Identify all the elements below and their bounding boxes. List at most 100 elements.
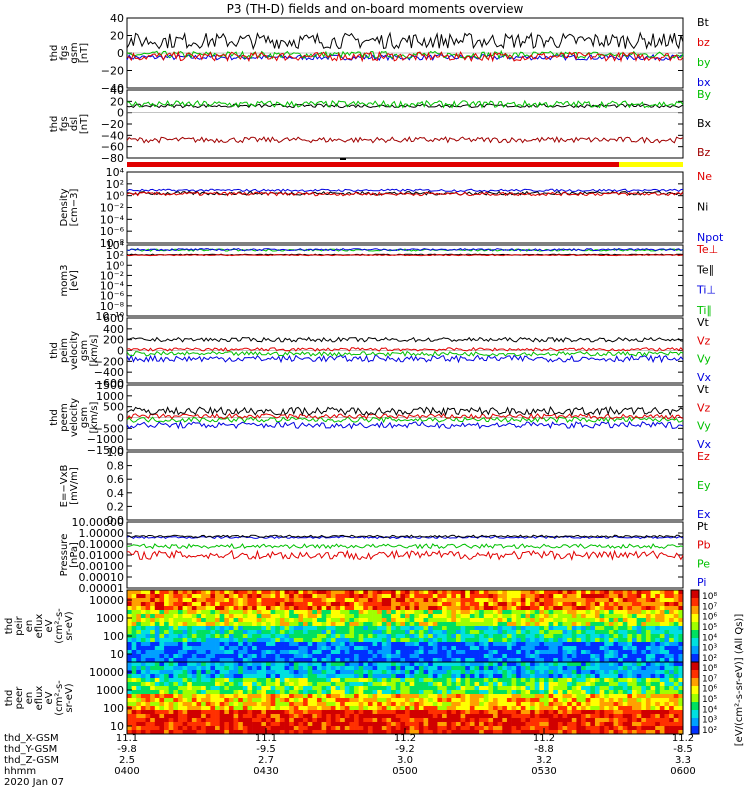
spectrogram-cell (298, 638, 304, 643)
spectrogram-cell (266, 642, 271, 647)
spectrogram-cell (544, 602, 549, 607)
spectrogram-cell (669, 602, 675, 607)
spectrogram-cell (127, 650, 132, 655)
spectrogram-cell (650, 614, 656, 619)
spectrogram-cell (650, 722, 656, 727)
spectrogram-cell (594, 598, 600, 603)
spectrogram-cell (154, 670, 160, 675)
y-axis-label: (cm²-s- (54, 608, 65, 644)
spectrogram-cell (599, 602, 605, 607)
spectrogram-cell (493, 614, 498, 619)
spectrogram-cell (168, 598, 174, 603)
spectrogram-cell (173, 718, 179, 723)
spectrogram-cell (372, 618, 378, 623)
spectrogram-cell (669, 638, 675, 643)
spectrogram-cell (525, 622, 531, 627)
spectrogram-cell (354, 650, 359, 655)
spectrogram-cell (187, 726, 193, 731)
spectrogram-cell (576, 686, 582, 691)
date-label: 2020 Jan 07 (4, 777, 64, 788)
spectrogram-cell (604, 674, 610, 679)
spectrogram-cell (437, 594, 443, 599)
spectrogram-cell (581, 670, 586, 675)
spectrogram-cell (377, 730, 383, 735)
spectrogram-cell (641, 646, 647, 651)
spectrogram-cell (590, 718, 596, 723)
spectrogram-cell (145, 606, 151, 611)
spectrogram-cell (358, 678, 364, 683)
spectrogram-cell (252, 710, 258, 715)
spectrogram-cell (298, 670, 304, 675)
spectrogram-cell (506, 602, 512, 607)
spectrogram-cell (581, 706, 586, 711)
y-axis-label: thd (49, 409, 60, 426)
spectrogram-cell (312, 726, 318, 731)
spectrogram-cell (173, 666, 179, 671)
spectrogram-cell (664, 674, 670, 679)
spectrogram-cell (622, 714, 628, 719)
spectrogram-cell (293, 714, 299, 719)
spectrogram-cell (377, 630, 383, 635)
spectrogram-cell (196, 602, 202, 607)
spectrogram-cell (238, 690, 244, 695)
spectrogram-cell (340, 690, 346, 695)
spectrogram-cell (641, 590, 647, 595)
spectrogram-cell (279, 714, 285, 719)
spectrogram-cell (502, 666, 508, 671)
spectrogram-cell (150, 694, 156, 699)
spectrogram-cell (177, 658, 183, 663)
spectrogram-cell (488, 698, 494, 703)
spectrogram-cell (326, 702, 332, 707)
spectrogram-cell (177, 650, 183, 655)
spectrogram-cell (154, 686, 160, 691)
spectrogram-cell (307, 678, 313, 683)
spectrogram-cell (201, 710, 207, 715)
spectrogram-cell (506, 662, 512, 667)
spectrogram-cell (349, 722, 355, 727)
spectrogram-cell (442, 610, 447, 615)
spectrogram-cell (511, 706, 517, 711)
spectrogram-cell (358, 706, 364, 711)
spectrogram-cell (228, 590, 234, 595)
spectrogram-cell (127, 662, 132, 667)
spectrogram-cell (159, 678, 165, 683)
spectrogram-cell (340, 730, 346, 735)
spectrogram-cell (613, 714, 619, 719)
spectrogram-cell (604, 646, 610, 651)
spectrogram-cell (516, 694, 522, 699)
spectrogram-cell (562, 674, 568, 679)
spectrogram-cell (233, 710, 239, 715)
spectrogram-cell (224, 718, 230, 723)
spectrogram-cell (140, 698, 146, 703)
spectrogram-cell (650, 594, 656, 599)
spectrogram-cell (460, 598, 466, 603)
spectrogram-cell (391, 634, 397, 639)
spectrogram-cell (530, 598, 536, 603)
spectrogram-cell (275, 638, 281, 643)
spectrogram-cell (252, 726, 258, 731)
spectrogram-cell (177, 670, 183, 675)
spectrogram-cell (571, 590, 577, 595)
spectrogram-cell (520, 634, 526, 639)
spectrogram-cell (428, 706, 434, 711)
spectrogram-cell (279, 598, 285, 603)
spectrogram-cell (168, 634, 174, 639)
spectrogram-cell (307, 706, 313, 711)
spectrogram-cell (228, 658, 234, 663)
spectrogram-cell (219, 630, 225, 635)
spectrogram-cell (479, 670, 485, 675)
spectrogram-cell (335, 722, 341, 727)
spectrogram-cell (585, 686, 591, 691)
ephemeris-value: -9.2 (395, 744, 415, 755)
spectrogram-cell (293, 694, 299, 699)
spectrogram-cell (650, 678, 656, 683)
spectrogram-cell (140, 598, 146, 603)
spectrogram-cell (479, 698, 485, 703)
spectrogram-cell (581, 610, 586, 615)
spectrogram-cell (275, 606, 281, 611)
spectrogram-cell (539, 626, 545, 631)
spectrogram-cell (326, 690, 332, 695)
spectrogram-cell (664, 694, 670, 699)
spectrogram-cell (553, 610, 559, 615)
spectrogram-cell (493, 702, 498, 707)
